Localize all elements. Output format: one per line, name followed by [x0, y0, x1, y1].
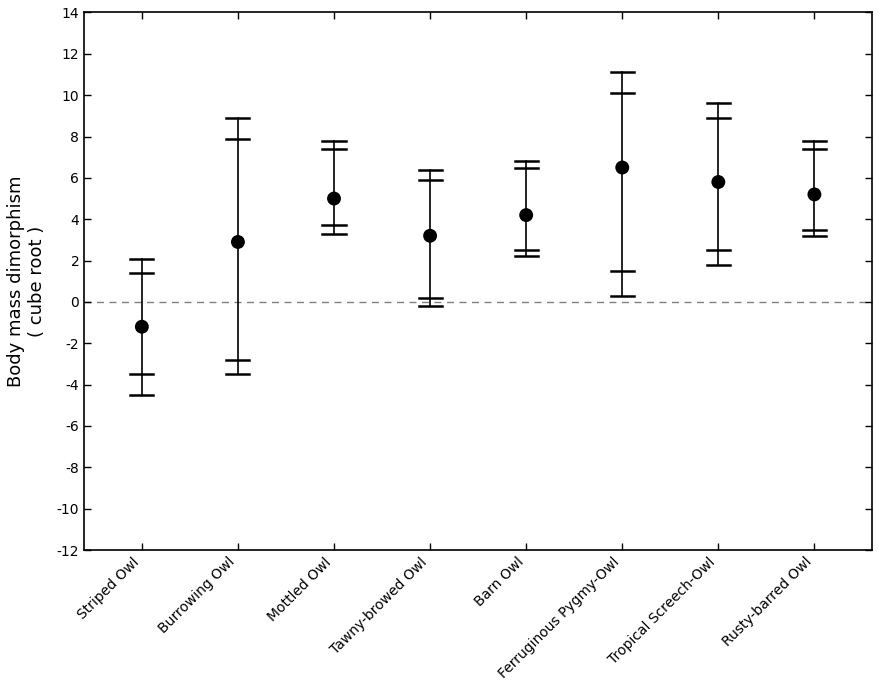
- Point: [327, 193, 341, 204]
- Point: [231, 237, 245, 248]
- Y-axis label: Body mass dimorphism
( cube root ): Body mass dimorphism ( cube root ): [7, 175, 46, 387]
- Point: [710, 177, 724, 188]
- Point: [615, 162, 629, 173]
- Point: [519, 210, 533, 221]
- Point: [134, 321, 148, 332]
- Point: [807, 189, 821, 200]
- Point: [422, 230, 436, 241]
